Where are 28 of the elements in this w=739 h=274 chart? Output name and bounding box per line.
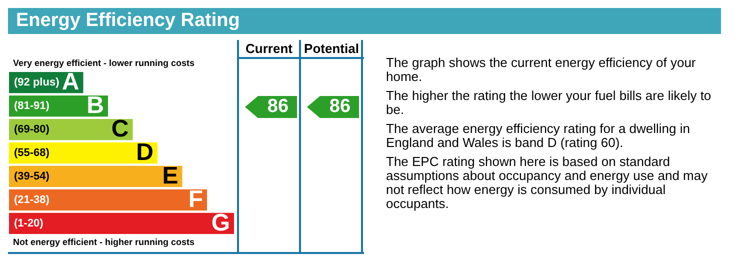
y-tick-label: C	[111, 116, 129, 143]
annotation: (69-80)	[14, 124, 50, 136]
text: Not energy efficient - higher running costs	[13, 237, 195, 247]
text: 86	[266, 96, 290, 118]
text: The EPC rating shown here is based on standard assumptions about occupancy and energy use and may not reflect how energy is consumed by individual occupants.	[386, 154, 709, 211]
text: Very energy efficient - lower running costs	[13, 58, 195, 68]
text: The graph shows the current energy efficiency of your home.	[386, 55, 697, 84]
annotation: (39-54)	[14, 170, 50, 182]
bar	[9, 212, 234, 234]
chart-title: Energy Efficiency Rating	[8, 8, 721, 34]
y-tick-label: A	[62, 68, 80, 96]
annotation: (1-20)	[14, 217, 44, 230]
y-tick-label: E	[162, 162, 178, 190]
text: The higher the rating the lower your fuel bills are likely to be.	[386, 88, 712, 117]
text: Potential	[303, 41, 360, 56]
bar	[9, 189, 207, 211]
annotation: (55-68)	[14, 147, 50, 159]
y-tick-label: G	[211, 209, 230, 236]
y-tick-label: D	[136, 139, 154, 166]
y-tick-label: B	[86, 92, 104, 120]
text: 86	[328, 96, 352, 118]
annotation: (81-91)	[14, 100, 50, 112]
bar	[9, 166, 182, 188]
text: The average energy efficiency rating for a dwelling in England and Wales is band D (rating 60).	[386, 121, 691, 150]
y-tick-label: F	[188, 186, 203, 213]
annotation: (21-38)	[14, 194, 50, 206]
annotation: (92 plus)	[14, 76, 60, 89]
text: Current	[244, 41, 294, 56]
